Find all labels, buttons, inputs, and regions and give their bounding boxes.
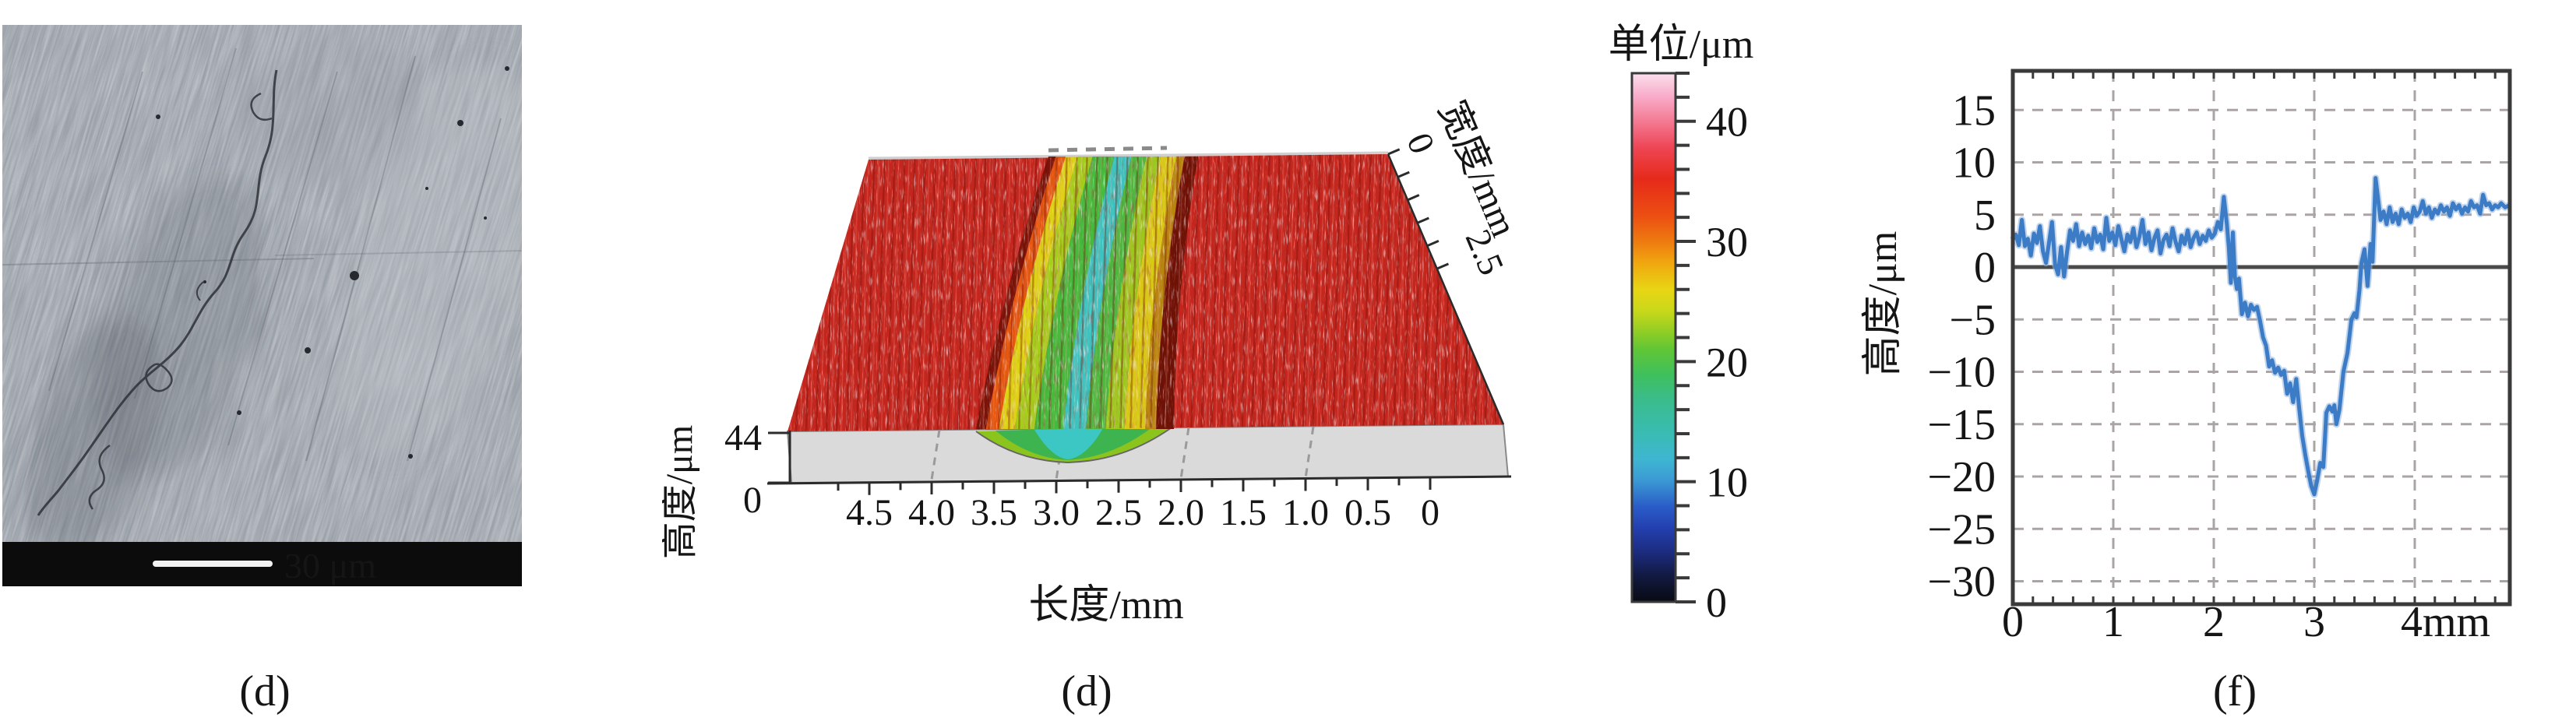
y-tick-label: −20 xyxy=(1927,453,1996,501)
x-tick-label: 2.5 xyxy=(1095,492,1142,533)
z-tick-label-0: 0 xyxy=(743,480,762,521)
colorbar-gradient-bar xyxy=(1630,72,1677,603)
x-tick-label: 1.0 xyxy=(1282,492,1329,533)
y-tick-label: 0 xyxy=(1974,244,1996,292)
x-tick-label: 1 xyxy=(2102,598,2124,646)
colorbar-tick-label: 10 xyxy=(1706,459,1748,506)
width-tick-label-0: 0 xyxy=(1399,127,1443,159)
x-tick-label: 2 xyxy=(2203,598,2225,646)
micrograph-panel: 30 μm xyxy=(2,25,522,586)
x-tick-label: 1.5 xyxy=(1220,492,1267,533)
colorbar: 单位/μm 40 30 20 10 0 xyxy=(1609,23,1754,626)
scale-bar-line xyxy=(153,561,273,567)
y-tick-label: −5 xyxy=(1949,296,1996,344)
back-edge-dashes xyxy=(1048,146,1168,153)
stitch-seam xyxy=(274,250,522,256)
y-tick-label: −10 xyxy=(1927,349,1996,397)
dark-particles xyxy=(156,66,509,459)
y-tick-label: 15 xyxy=(1952,86,1996,135)
width-tick xyxy=(1397,171,1410,178)
colorbar-tick-label: 20 xyxy=(1706,339,1748,385)
grid-lines xyxy=(2013,71,2510,604)
surface-base-slab xyxy=(786,423,1510,484)
width-tick xyxy=(1436,262,1450,270)
panel-label-surface3d: (d) xyxy=(1061,667,1112,716)
colorbar-ticks: 40 30 20 10 0 xyxy=(1676,72,1748,626)
x-tick-labels: 0 1 2 3 4mm xyxy=(2002,598,2490,646)
micrograph-shading xyxy=(25,40,522,542)
x-tick-label: 3.0 xyxy=(1033,492,1080,533)
x-axis-ticks xyxy=(837,477,1432,495)
colorbar-tick-label: 0 xyxy=(1706,579,1727,626)
width-tick xyxy=(1417,216,1429,224)
panel-label-micrograph: (d) xyxy=(239,667,291,716)
stitch-seam xyxy=(2,258,315,266)
colorbar-tick-label: 30 xyxy=(1706,219,1748,266)
x-tick-label: 4.0 xyxy=(908,492,955,533)
surface-texture xyxy=(788,154,1503,431)
width-axis-title: 宽度/mm xyxy=(1431,95,1525,243)
z-tick-label-44: 44 xyxy=(724,417,762,459)
slab-dashed-guides xyxy=(930,426,1315,480)
x-axis-line xyxy=(766,475,1512,485)
groove-cross-section xyxy=(975,425,1175,464)
width-axis-ticks xyxy=(1387,148,1450,270)
plot-border xyxy=(2010,69,2512,607)
panel-label-profile: (f) xyxy=(2213,667,2257,716)
width-tick xyxy=(1426,240,1440,248)
x-axis-tick-labels: 4.5 4.0 3.5 3.0 2.5 2.0 1.5 1.0 0.5 0 xyxy=(846,492,1440,533)
colorbar-title: 单位/μm xyxy=(1609,23,1754,67)
x-tick-label: 0 xyxy=(1421,492,1440,533)
y-tick-label: −25 xyxy=(1927,505,1996,554)
surface-top xyxy=(788,146,1503,431)
delamination-crack xyxy=(37,69,278,516)
width-tick xyxy=(1387,148,1401,156)
micrograph-image xyxy=(2,25,522,542)
x-tick-label: 2.0 xyxy=(1158,492,1204,533)
y-axis-title: 高度/μm xyxy=(1861,231,1905,377)
y-tick-label: 5 xyxy=(1974,192,1996,240)
profile-line xyxy=(2010,176,2511,497)
x-tick-label: 4.5 xyxy=(846,492,893,533)
surface3d-panel: 44 0 高度/μm 4.5 4.0 3.5 3.0 2.5 2.0 1.5 1.0 0.5 0 … xyxy=(662,95,1525,623)
scale-bar-band: 30 μm xyxy=(2,542,522,586)
z-axis-title: 高度/μm xyxy=(662,425,700,559)
scale-bar-label: 30 μm xyxy=(284,546,376,586)
width-tick xyxy=(1407,194,1420,202)
y-tick-label: −30 xyxy=(1927,558,1996,607)
profile-trace xyxy=(2010,174,2511,498)
y-tick-label: 10 xyxy=(1952,139,1996,188)
x-tick-label: 3 xyxy=(2303,598,2325,646)
x-tick-label: 0 xyxy=(2002,598,2024,646)
colorbar-tick-label: 40 xyxy=(1706,99,1748,146)
x-tick-label: 4mm xyxy=(2401,598,2490,646)
scratch-lines xyxy=(48,47,502,462)
x-tick-label: 0.5 xyxy=(1344,492,1391,533)
x-tick-label: 3.5 xyxy=(971,492,1017,533)
x-axis-title: 长度/mm xyxy=(1028,583,1183,623)
y-tick-label: −15 xyxy=(1927,401,1996,449)
